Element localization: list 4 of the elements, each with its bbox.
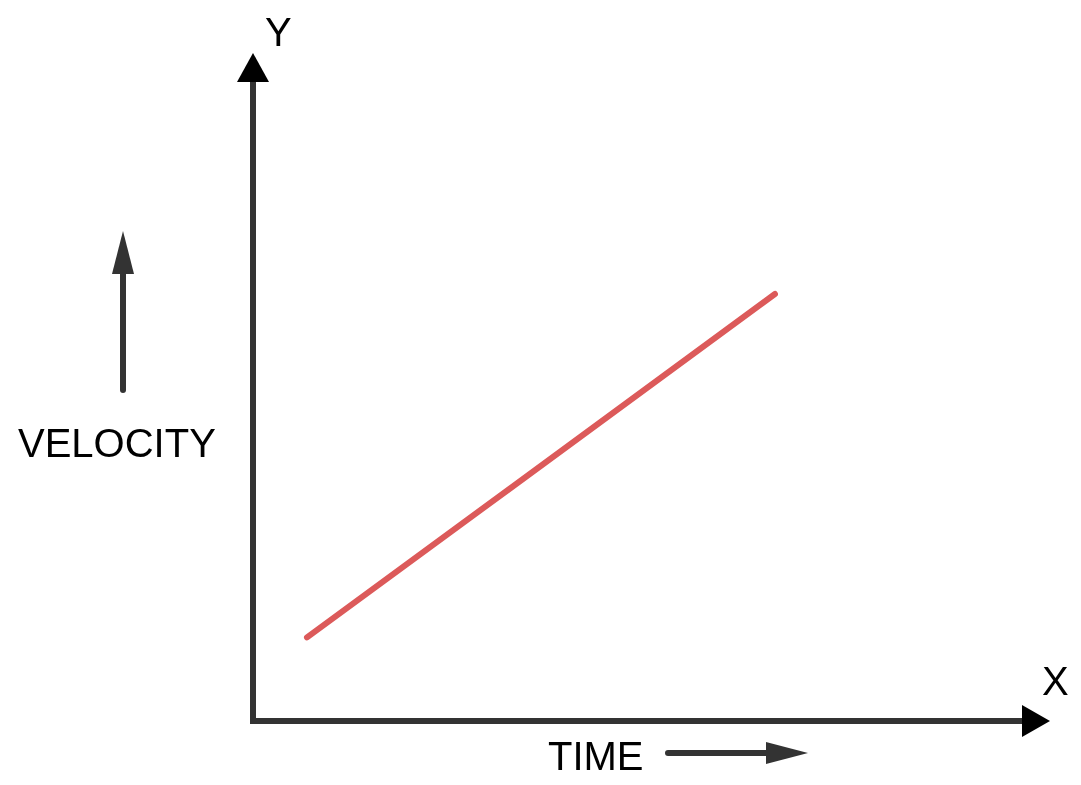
text: Y	[265, 10, 292, 54]
y-axis-title: VELOCITY	[18, 421, 216, 465]
text: X	[1042, 659, 1069, 703]
x-axis-title: TIME	[548, 734, 644, 778]
